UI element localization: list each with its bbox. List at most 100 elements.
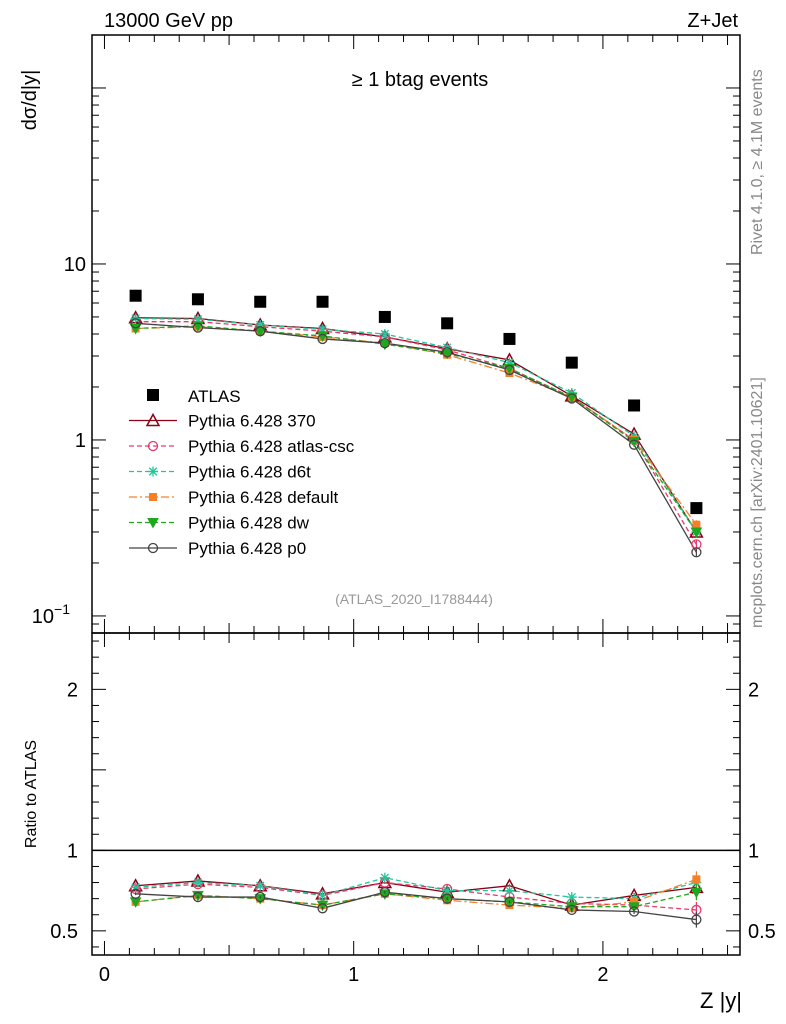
ratio-point-5	[504, 896, 515, 908]
xtick-label: 2	[597, 964, 608, 986]
ratio-series-line-0	[135, 880, 697, 906]
ratio-point-4	[316, 900, 329, 912]
atlas-data-point	[565, 356, 578, 369]
main-ytick-label: 10−1	[32, 601, 70, 628]
process-label: Z+Jet	[687, 10, 738, 32]
ratio-point-3	[692, 875, 701, 884]
atlas-data-point	[129, 289, 142, 302]
ratio-series-line-3	[135, 878, 697, 909]
ratio-point-5	[192, 891, 204, 903]
ratio-point-5	[691, 914, 702, 925]
atlas-data-point	[316, 295, 329, 308]
ratio-point-5	[130, 888, 141, 899]
main-series-line-4	[135, 325, 697, 533]
ratio-ytick-label: 0.5	[50, 921, 78, 943]
rivet-label: Rivet 4.1.0, ≥ 4.1M events	[749, 69, 766, 255]
ratio-point-5	[379, 887, 390, 898]
ratio-point-2	[504, 885, 515, 896]
main-panel: 10−1 1 10 ≥ 1 btag events (ATLAS_2020_I178…	[19, 34, 741, 634]
main-series-line-2	[135, 317, 697, 533]
atlas-data-point	[441, 317, 454, 330]
ratio-point-2	[192, 877, 203, 888]
legend-label-0: Pythia 6.428 370	[188, 412, 316, 431]
ratio-point-3	[630, 897, 639, 906]
main-ytick-label: 10	[64, 254, 86, 276]
main-point-4	[441, 348, 454, 360]
main-point-1	[691, 539, 702, 550]
main-point-3	[692, 520, 701, 529]
ratio-point-2	[255, 880, 266, 891]
energy-label: 13000 GeV pp	[104, 10, 233, 32]
main-ylabel: dσ/d|y|	[19, 70, 41, 131]
main-ytick-label: 1	[75, 430, 86, 452]
main-point-5	[442, 347, 453, 358]
atlas-data-point	[254, 295, 267, 308]
ratio-series-line-2	[135, 877, 697, 900]
legend-label-atlas: ATLAS	[188, 387, 241, 406]
ratio-point-4	[690, 887, 703, 899]
legend: ATLAS Pythia 6.428 370 Pythia 6.428 atlas-…	[129, 387, 355, 558]
legend-label-3: Pythia 6.428 default	[188, 488, 339, 507]
ratio-ylabel: Ratio to ATLAS	[23, 740, 40, 848]
ratio-point-4	[565, 902, 578, 913]
legend-label-4: Pythia 6.428 dw	[188, 514, 310, 533]
legend-marker-3	[149, 493, 157, 501]
ratio-point-2	[130, 882, 141, 893]
legend-marker-5	[147, 542, 159, 554]
ratio-point-4	[254, 894, 267, 905]
main-point-4	[565, 392, 578, 404]
ratio-point-5	[255, 891, 266, 903]
legend-marker-1	[147, 440, 159, 452]
ratio-series-line-4	[135, 891, 697, 908]
atlas-data-point	[191, 293, 204, 306]
legend-marker-2	[148, 466, 158, 477]
ratio-ytick-label-right: 2	[748, 679, 759, 701]
legend-label-2: Pythia 6.428 d6t	[188, 463, 311, 482]
ratio-ytick-label-right: 0.5	[748, 921, 776, 943]
atlas-data-point	[628, 399, 641, 412]
ratio-point-5	[317, 903, 328, 914]
ratio-point-2	[566, 892, 577, 903]
xtick-label: 1	[348, 964, 359, 986]
main-point-4	[316, 331, 329, 342]
main-point-4	[628, 437, 640, 448]
x-axis-label: Z |y|	[700, 988, 742, 1013]
main-point-5	[628, 439, 640, 450]
main-point-5	[130, 318, 141, 329]
main-series-line-5	[135, 322, 697, 553]
legend-marker-atlas	[147, 389, 159, 401]
main-point-5	[379, 337, 390, 349]
ratio-point-2	[379, 872, 390, 883]
mcplots-label: mcplots.cern.ch [arXiv:2401.10621]	[749, 377, 766, 628]
main-point-5	[255, 326, 266, 337]
ratio-point-2	[317, 890, 328, 901]
ratio-series-line-1	[135, 881, 697, 911]
ratio-frame	[91, 632, 741, 956]
ratio-point-5	[628, 906, 640, 917]
atlas-data-point	[690, 502, 703, 515]
ratio-point-5	[442, 893, 453, 904]
legend-marker-4	[147, 518, 159, 529]
ratio-ticks: 0.5 0.5 1 1 2 2 0 1 2	[50, 633, 776, 986]
xtick-label: 0	[99, 964, 110, 986]
analysis-label: (ATLAS_2020_I1788444)	[335, 591, 493, 607]
atlas-data-point	[503, 332, 516, 345]
ratio-panel: 0.5 0.5 1 1 2 2 0 1 2 Ratio to ATLAS Z |y|	[23, 632, 776, 1013]
ratio-point-4	[378, 889, 391, 900]
main-series-line-1	[135, 321, 697, 545]
main-point-5	[691, 547, 702, 558]
ratio-ytick-label-right: 1	[748, 840, 759, 862]
legend-marker-0	[145, 412, 161, 427]
main-point-4	[690, 527, 703, 539]
main-point-5	[504, 364, 515, 376]
main-point-4	[378, 339, 391, 351]
ratio-marks	[128, 871, 704, 928]
atlas-data-point	[378, 310, 391, 323]
ratio-point-5	[566, 904, 577, 916]
main-point-5	[317, 333, 328, 345]
legend-label-5: Pythia 6.428 p0	[188, 539, 306, 558]
ratio-ytick-label: 1	[67, 840, 78, 862]
main-point-5	[566, 393, 577, 404]
main-point-5	[192, 322, 204, 333]
